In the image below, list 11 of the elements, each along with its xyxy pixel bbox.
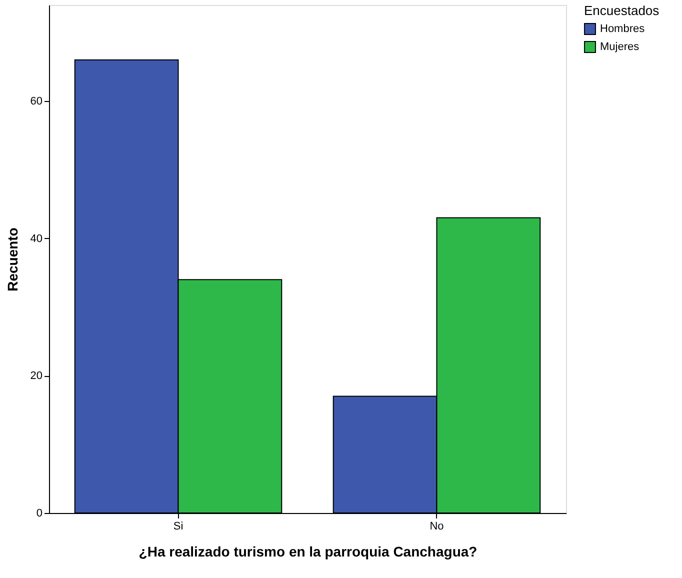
legend-label: Hombres [600, 23, 646, 35]
y-tick-label: 20 [30, 370, 42, 382]
legend-title: Encuestados [584, 3, 660, 18]
x-tick-label: Si [173, 520, 184, 532]
y-tick-label: 60 [30, 96, 42, 108]
x-axis-title: ¿Ha realizado turismo en la parroquia Canchagua? [138, 544, 478, 560]
x-tick-label: No [430, 520, 444, 532]
y-tick-label: 40 [30, 232, 42, 245]
y-axis-title: Recuento [4, 228, 20, 292]
legend-label: Mujeres [600, 41, 640, 53]
y-tick-label: 0 [36, 508, 42, 520]
